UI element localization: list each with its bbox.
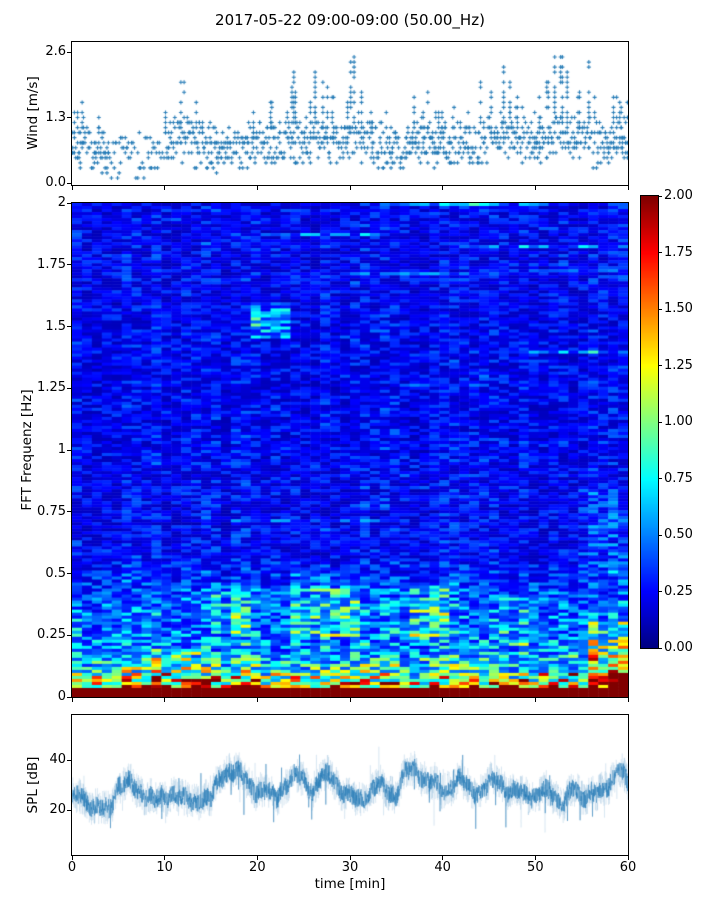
colorbar-tick-label: 2.00 [664, 188, 693, 203]
fft-y-tick-label: 1.75 [37, 256, 66, 272]
fft-y-tick-label: 1.5 [45, 318, 66, 334]
wind-y-tickmark [67, 51, 71, 53]
spl-y-tickmark [67, 759, 71, 761]
fft-x-tickmark [349, 698, 351, 702]
fft-x-tickmark [71, 698, 73, 702]
wind-x-tickmark [442, 186, 444, 190]
fft-x-tickmark [256, 698, 258, 702]
colorbar-tickmark [658, 252, 662, 253]
fft-x-tickmark [627, 698, 629, 702]
colorbar-tick-label: 1.50 [664, 301, 693, 316]
wind-x-tickmark [627, 186, 629, 190]
colorbar-tickmark [658, 591, 662, 592]
fft-spectrogram-canvas [72, 203, 628, 697]
colorbar-tick-label: 1.75 [664, 244, 693, 260]
wind-x-tickmark [256, 186, 258, 190]
spl-x-tick-label: 30 [341, 860, 359, 875]
fft-x-tickmark [534, 698, 536, 702]
colorbar-tick-label: 1.00 [664, 414, 693, 429]
colorbar-tickmark [658, 478, 662, 479]
fft-y-tick-label: 0 [57, 689, 66, 704]
wind-y-tick-label: 1.3 [45, 109, 66, 125]
wind-x-tickmark [349, 186, 351, 190]
spl-x-tick-label: 40 [434, 860, 451, 875]
fft-y-tick-label: 0.75 [37, 503, 66, 519]
wind-y-tick-label: 0.0 [45, 175, 66, 190]
spl-x-tick-label: 60 [619, 860, 637, 875]
spl-x-tickmark [349, 856, 351, 860]
colorbar-tickmark [658, 365, 662, 366]
spl-x-tickmark [71, 856, 73, 860]
colorbar-tickmark [658, 647, 662, 649]
spl-x-tickmark [256, 856, 258, 860]
spl-x-tickmark [627, 856, 629, 860]
fft-y-tickmark [67, 696, 71, 698]
spl-x-tick-label: 20 [249, 860, 266, 875]
fft-y-tickmark [67, 634, 71, 636]
colorbar-tickmark [658, 308, 662, 310]
fft-x-tickmark [442, 698, 444, 702]
fft-y-tickmark [67, 264, 71, 266]
wind-x-tickmark [71, 186, 73, 190]
fft-y-tickmark [67, 326, 71, 327]
x-axis-label: time [min] [314, 876, 386, 892]
figure-title: 2017-05-22 09:00-09:00 (50.00_Hz) [215, 11, 485, 29]
colorbar-tick-label: 0.75 [664, 470, 693, 486]
wind-y-tickmark [67, 182, 71, 184]
spl-x-tickmark [534, 856, 536, 860]
fft-y-tick-label: 1 [57, 442, 66, 457]
colorbar-tick-label: 1.25 [664, 357, 693, 373]
spl-line-canvas [72, 715, 628, 855]
fft-x-tickmark [164, 698, 166, 702]
fft-y-tickmark [67, 387, 71, 389]
colorbar-gradient [641, 196, 658, 648]
fft-y-tick-label: 2 [57, 195, 66, 210]
colorbar-tickmark [658, 195, 662, 197]
fft-y-tickmark [67, 573, 71, 574]
spl-y-tick-label: 40 [49, 752, 66, 767]
wind-y-tickmark [67, 117, 71, 118]
spl-x-tick-label: 50 [527, 860, 544, 875]
fft-y-tickmark [67, 202, 71, 204]
fft-y-tickmark [67, 449, 71, 451]
colorbar-tick-label: 0.50 [664, 527, 693, 542]
spl-x-tickmark [442, 856, 444, 860]
fft-y-tickmark [67, 511, 71, 513]
fft-y-tick-label: 0.5 [45, 565, 66, 581]
spl-x-tickmark [164, 856, 166, 860]
colorbar-tickmark [658, 421, 662, 423]
wind-x-tickmark [164, 186, 166, 190]
spl-x-tick-label: 0 [67, 860, 77, 875]
wind-x-tickmark [534, 186, 536, 190]
spl-y-tick-label: 20 [49, 802, 66, 817]
colorbar-tick-label: 0.00 [664, 640, 693, 655]
spl-y-tickmark [67, 809, 71, 811]
fft-y-tick-label: 1.25 [37, 380, 66, 396]
fft-y-tick-label: 0.25 [37, 627, 66, 643]
wind-scatter-canvas [72, 42, 628, 185]
colorbar-tick-label: 0.25 [664, 583, 693, 599]
spl-x-tick-label: 10 [156, 860, 173, 875]
wind-y-tick-label: 2.6 [45, 44, 66, 59]
colorbar-tickmark [658, 534, 662, 536]
